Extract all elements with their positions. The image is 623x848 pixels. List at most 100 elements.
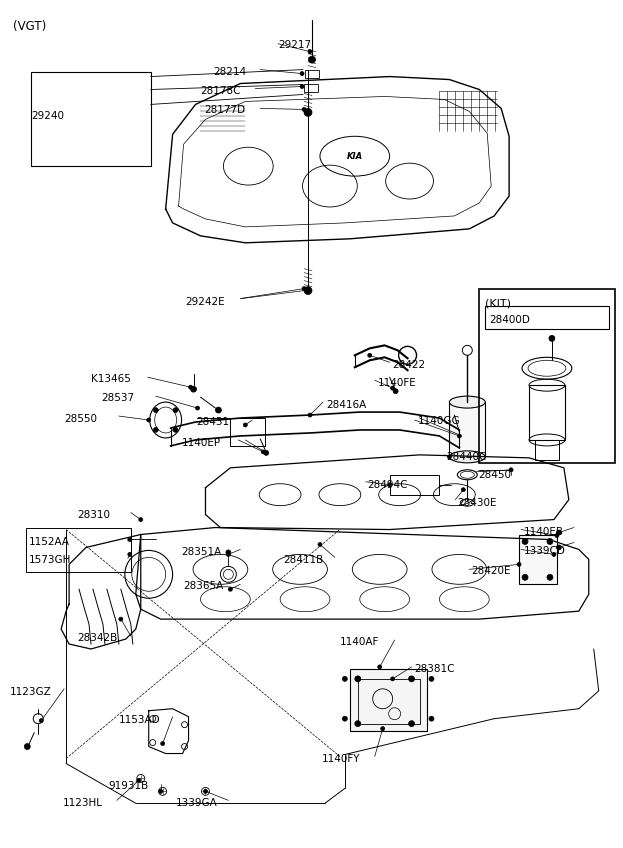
Text: 28420E: 28420E	[471, 566, 511, 577]
Bar	[26, 527, 131, 572]
Circle shape	[457, 433, 464, 439]
Text: 1140EB: 1140EB	[524, 527, 564, 537]
Text: 28537: 28537	[101, 393, 134, 403]
Bar	[529, 385, 565, 440]
Circle shape	[229, 588, 232, 591]
Circle shape	[355, 676, 361, 682]
Circle shape	[119, 617, 123, 621]
Circle shape	[318, 543, 322, 546]
Circle shape	[302, 108, 306, 111]
Circle shape	[216, 407, 221, 413]
Circle shape	[304, 109, 312, 116]
Text: 28342B: 28342B	[77, 633, 117, 643]
Text: 91931B: 91931B	[108, 781, 148, 791]
Bar	[358, 679, 419, 723]
Circle shape	[368, 354, 372, 357]
Text: 28430E: 28430E	[457, 498, 497, 508]
Circle shape	[381, 727, 384, 731]
Bar	[389, 475, 439, 494]
Circle shape	[128, 552, 132, 556]
Circle shape	[300, 71, 304, 75]
Text: 28494C: 28494C	[368, 480, 408, 490]
Text: 28550: 28550	[64, 414, 97, 424]
Text: 1123GZ: 1123GZ	[9, 687, 51, 697]
Circle shape	[461, 488, 465, 492]
Circle shape	[24, 744, 31, 750]
Text: 28431: 28431	[196, 417, 230, 427]
Circle shape	[161, 742, 164, 745]
Circle shape	[153, 408, 158, 413]
Text: 29217: 29217	[278, 40, 312, 50]
Text: 28416A: 28416A	[326, 400, 366, 410]
Text: 1140FE: 1140FE	[378, 378, 416, 388]
Circle shape	[549, 336, 555, 342]
Circle shape	[409, 721, 414, 727]
Circle shape	[261, 450, 265, 454]
Text: 1140EP: 1140EP	[181, 438, 221, 448]
Circle shape	[343, 717, 348, 721]
Text: 28178C: 28178C	[201, 86, 241, 96]
Text: (KIT): (KIT)	[485, 298, 511, 309]
Text: 28177D: 28177D	[204, 105, 245, 115]
Circle shape	[308, 413, 312, 417]
Text: 28365A: 28365A	[184, 581, 224, 591]
Circle shape	[189, 385, 193, 389]
Text: 28450: 28450	[478, 470, 511, 480]
Circle shape	[556, 545, 561, 550]
Circle shape	[159, 789, 163, 794]
Bar	[485, 305, 609, 329]
Text: 29240: 29240	[31, 111, 64, 121]
Text: 1339GA: 1339GA	[176, 798, 217, 808]
Circle shape	[153, 427, 158, 432]
Circle shape	[204, 789, 207, 794]
Circle shape	[308, 56, 315, 63]
Bar	[449, 402, 485, 457]
Text: 1153AD: 1153AD	[119, 715, 161, 725]
Text: 1123HL: 1123HL	[63, 798, 103, 808]
Text: 28351A: 28351A	[181, 548, 222, 557]
Ellipse shape	[449, 396, 485, 408]
Circle shape	[128, 538, 132, 542]
Circle shape	[388, 483, 392, 487]
Circle shape	[556, 530, 561, 535]
Text: KIA: KIA	[347, 152, 363, 161]
Circle shape	[457, 434, 461, 438]
Text: 1573GH: 1573GH	[29, 555, 72, 566]
Text: 29242E: 29242E	[186, 297, 225, 307]
Text: 28422: 28422	[392, 360, 426, 371]
Circle shape	[308, 50, 312, 53]
Ellipse shape	[449, 451, 485, 463]
Bar	[535, 440, 559, 460]
Circle shape	[226, 550, 231, 555]
Circle shape	[391, 386, 394, 390]
Circle shape	[378, 665, 382, 669]
Text: 28440C: 28440C	[447, 452, 487, 462]
Circle shape	[39, 719, 43, 722]
Circle shape	[300, 85, 304, 88]
Circle shape	[547, 574, 553, 580]
Circle shape	[264, 450, 269, 455]
Circle shape	[393, 388, 398, 393]
Circle shape	[447, 455, 452, 459]
Circle shape	[139, 517, 143, 522]
Text: 1140FY: 1140FY	[322, 754, 361, 763]
Circle shape	[355, 721, 361, 727]
Circle shape	[244, 423, 247, 427]
Text: 28411B: 28411B	[283, 555, 323, 566]
Circle shape	[509, 468, 513, 471]
Circle shape	[555, 533, 559, 538]
Circle shape	[343, 677, 348, 681]
Bar	[304, 83, 318, 92]
Bar	[479, 288, 615, 463]
Circle shape	[522, 538, 528, 544]
Circle shape	[522, 574, 528, 580]
Text: 28381C: 28381C	[414, 664, 455, 674]
Text: 28400D: 28400D	[489, 315, 530, 326]
Circle shape	[173, 427, 178, 432]
Circle shape	[191, 386, 196, 392]
Text: 1152AA: 1152AA	[29, 538, 70, 548]
Circle shape	[304, 287, 312, 294]
Circle shape	[547, 538, 553, 544]
Circle shape	[429, 677, 434, 681]
Text: 1339CD: 1339CD	[524, 546, 566, 556]
